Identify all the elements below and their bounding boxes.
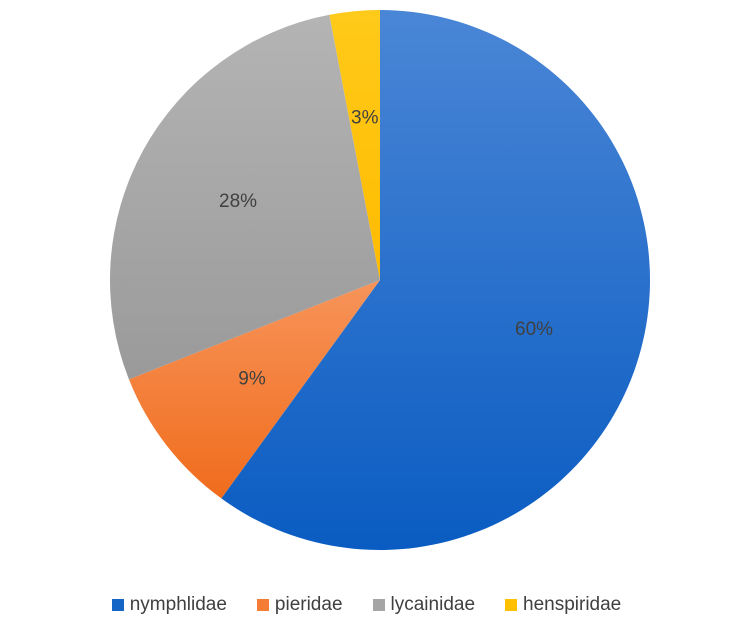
legend-item-henspiridae: henspiridae (505, 594, 621, 616)
pie-slice-lycainidae (109, 14, 380, 380)
legend-swatch-pieridae (256, 599, 269, 611)
legend-swatch-nymphlidae (111, 599, 124, 611)
pie-slice-label-pieridae: 9% (238, 368, 266, 389)
legend-item-pieridae: pieridae (256, 594, 343, 616)
legend-item-lycainidae: lycainidae (372, 594, 476, 616)
pie-slice-henspiridae (329, 10, 380, 280)
pie-slice-nymphlidae (221, 10, 651, 550)
legend-swatch-lycainidae (372, 599, 385, 611)
legend-label-nymphlidae: nymphlidae (129, 594, 227, 615)
legend-label-henspiridae: henspiridae (523, 594, 622, 615)
pie-slice-label-lycainidae: 28% (219, 191, 257, 212)
legend-swatch-henspiridae (505, 599, 518, 611)
legend-item-nymphlidae: nymphlidae (111, 594, 227, 616)
pie-slice-label-henspiridae: 3% (351, 108, 379, 129)
legend: nymphlidae pieridae lycainidae henspirid… (0, 590, 733, 620)
legend-label-lycainidae: lycainidae (390, 594, 476, 615)
pie-slices (109, 10, 651, 550)
legend-label-pieridae: pieridae (274, 594, 343, 615)
pie-slice-label-nymphlidae: 60% (515, 319, 553, 340)
pie-slice-pieridae (128, 280, 380, 499)
pie-slice-labels: 60% 9% 28% 3% (219, 108, 553, 390)
